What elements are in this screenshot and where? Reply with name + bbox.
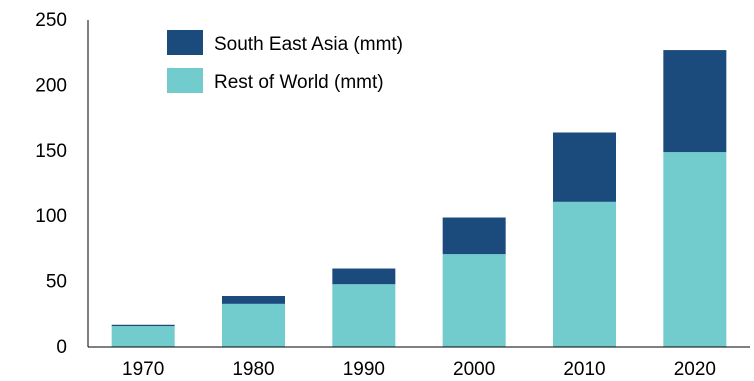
y-tick-label: 200	[35, 75, 67, 96]
legend: South East Asia (mmt) Rest of World (mmt…	[167, 30, 403, 93]
y-tick-label: 0	[56, 337, 67, 358]
bar-south-east-asia-1970	[111, 324, 175, 327]
bar-rest-of-world-1980	[222, 303, 285, 347]
bar-rest-of-world-2020	[663, 152, 727, 347]
y-tick-label: 250	[35, 10, 67, 31]
bars-layer	[111, 50, 727, 347]
y-tick-label: 150	[35, 141, 67, 162]
bar-rest-of-world-2000	[442, 254, 506, 347]
bar-south-east-asia-2000	[442, 217, 506, 255]
bar-south-east-asia-2020	[663, 50, 727, 153]
x-tick-label: 2000	[453, 359, 495, 380]
legend-swatch-rest-of-world	[167, 68, 203, 93]
x-tick-label: 1990	[343, 359, 385, 380]
y-tick-label: 50	[46, 272, 67, 293]
bar-rest-of-world-2010	[553, 201, 616, 347]
x-axis-ticks: 1970 1980 1990 2000 2010 2020	[122, 359, 716, 380]
x-tick-label: 1980	[232, 359, 274, 380]
bar-rest-of-world-1970	[111, 326, 175, 347]
y-tick-label: 100	[35, 206, 67, 227]
bar-rest-of-world-1990	[332, 284, 396, 347]
bar-south-east-asia-1980	[222, 295, 285, 304]
x-tick-label: 2010	[563, 359, 605, 380]
x-tick-label: 2020	[674, 359, 716, 380]
legend-label-rest-of-world: Rest of World (mmt)	[214, 72, 384, 93]
bar-south-east-asia-2010	[553, 132, 616, 202]
y-axis-ticks: 0 50 100 150 200 250	[35, 10, 67, 358]
bar-south-east-asia-1990	[332, 268, 396, 285]
x-tick-label: 1970	[122, 359, 164, 380]
legend-label-south-east-asia: South East Asia (mmt)	[214, 34, 403, 55]
legend-swatch-south-east-asia	[167, 30, 203, 55]
